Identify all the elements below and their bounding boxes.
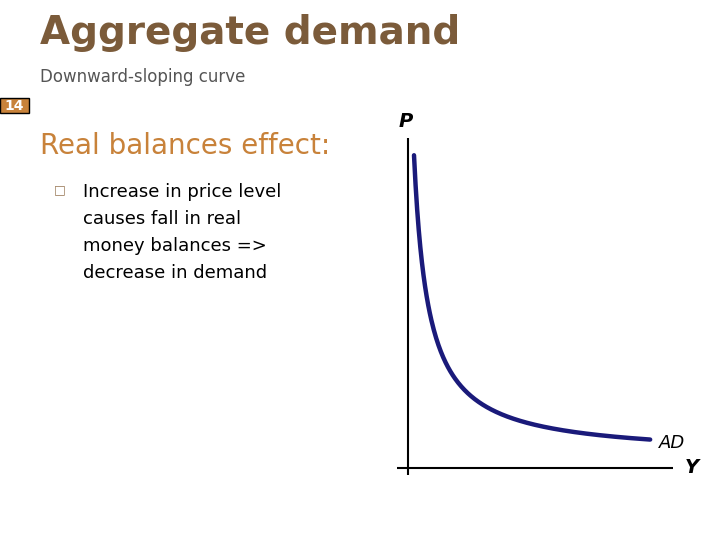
Text: 14: 14 <box>4 99 24 113</box>
FancyBboxPatch shape <box>0 98 29 113</box>
Text: Aggregate demand: Aggregate demand <box>40 14 460 51</box>
Text: causes fall in real: causes fall in real <box>83 210 241 227</box>
Text: Real balances effect:: Real balances effect: <box>40 132 330 160</box>
Text: Downward-sloping curve: Downward-sloping curve <box>40 68 245 85</box>
Text: Increase in price level: Increase in price level <box>83 183 282 200</box>
Text: □: □ <box>54 184 66 197</box>
Text: P: P <box>398 112 413 131</box>
Text: AD: AD <box>659 434 685 452</box>
Text: Y: Y <box>685 458 699 477</box>
Text: money balances =>: money balances => <box>83 237 266 254</box>
Text: decrease in demand: decrease in demand <box>83 264 267 281</box>
